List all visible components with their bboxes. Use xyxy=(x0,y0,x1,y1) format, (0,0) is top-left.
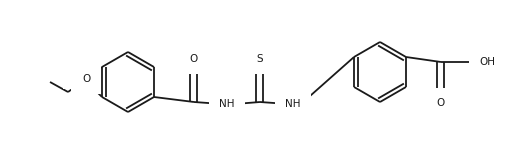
Text: OH: OH xyxy=(478,57,494,67)
Text: NH: NH xyxy=(219,99,234,109)
Text: O: O xyxy=(189,54,198,64)
Text: NH: NH xyxy=(285,99,300,109)
Text: Cl: Cl xyxy=(74,69,84,79)
Text: O: O xyxy=(82,74,90,84)
Text: O: O xyxy=(436,98,444,108)
Text: S: S xyxy=(256,54,263,64)
